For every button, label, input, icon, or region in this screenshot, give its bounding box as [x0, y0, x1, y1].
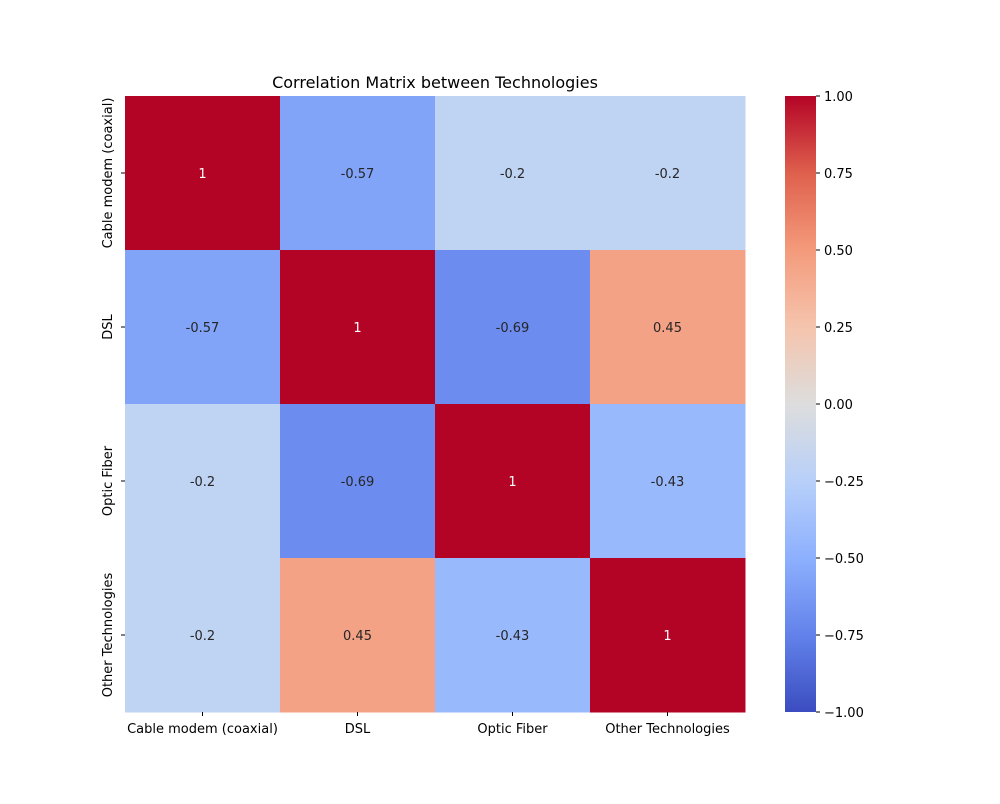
- cell-annotation-r0-c0: 1: [198, 167, 206, 182]
- heatmap-cell-r1-c3: [590, 250, 746, 405]
- heatmap-cell-r2-c0: [125, 404, 281, 559]
- heatmap-cells: [125, 96, 746, 713]
- colorbar-tick-label-7: −0.75: [824, 629, 864, 644]
- y-tick-label-0: Cable modem (coaxial): [101, 98, 116, 249]
- x-tick-label-2: Optic Fiber: [477, 722, 548, 737]
- heatmap-cell-r1-c2: [435, 250, 591, 405]
- colorbar-tick-label-6: −0.50: [824, 552, 864, 567]
- cell-annotation-r3-c3: 1: [663, 629, 671, 644]
- colorbar-tick-label-2: 0.50: [824, 244, 853, 259]
- x-tick-label-1: DSL: [345, 722, 371, 737]
- heatmap-cell-r1-c1: [280, 250, 436, 405]
- y-axis: Cable modem (coaxial) DSL Optic Fiber Other…: [101, 98, 125, 698]
- colorbar-tick-label-1: 0.75: [824, 167, 853, 182]
- cell-annotation-r0-c2: -0.2: [500, 167, 525, 182]
- heatmap-cell-r2-c2: [435, 404, 591, 559]
- colorbar-tick-label-8: −1.00: [824, 706, 864, 721]
- heatmap-cell-r3-c3: [590, 558, 746, 713]
- colorbar-tick-label-0: 1.00: [824, 90, 853, 105]
- cell-annotation-r2-c0: -0.2: [190, 475, 215, 490]
- cell-annotation-r2-c3: -0.43: [651, 475, 685, 490]
- chart-title: Correlation Matrix between Technologies: [272, 73, 598, 92]
- heatmap-cell-r3-c2: [435, 558, 591, 713]
- colorbar-tick-label-5: −0.25: [824, 475, 864, 490]
- heatmap-cell-r3-c1: [280, 558, 436, 713]
- cell-annotation-r2-c2: 1: [508, 475, 516, 490]
- heatmap-cell-r0-c1: [280, 96, 436, 251]
- y-tick-label-2: Optic Fiber: [101, 445, 116, 516]
- x-tick-label-0: Cable modem (coaxial): [127, 722, 278, 737]
- cell-annotation-r1-c2: -0.69: [496, 321, 530, 336]
- cell-annotations: 1 -0.57 -0.2 -0.2 -0.57 1 -0.69 0.45 -0.2 -0.69 1 -…: [186, 167, 685, 644]
- x-axis: Cable modem (coaxial) DSL Optic Fiber Other…: [127, 712, 730, 737]
- cell-annotation-r2-c1: -0.69: [341, 475, 375, 490]
- cell-annotation-r3-c0: -0.2: [190, 629, 215, 644]
- cell-annotation-r0-c1: -0.57: [341, 167, 375, 182]
- heatmap-cell-r3-c0: [125, 558, 281, 713]
- y-tick-label-3: Other Technologies: [101, 573, 116, 698]
- colorbar-tick-label-4: 0.00: [824, 398, 853, 413]
- heatmap-cell-r0-c0: [125, 96, 281, 251]
- colorbar-tick-label-3: 0.25: [824, 321, 853, 336]
- heatmap-cell-r2-c1: [280, 404, 436, 559]
- cell-annotation-r1-c0: -0.57: [186, 321, 220, 336]
- heatmap-cell-r0-c3: [590, 96, 746, 251]
- cell-annotation-r0-c3: -0.2: [655, 167, 680, 182]
- cell-annotation-r1-c1: 1: [353, 321, 361, 336]
- y-tick-label-1: DSL: [101, 313, 116, 339]
- x-tick-label-3: Other Technologies: [605, 722, 730, 737]
- heatmap-cell-r2-c3: [590, 404, 746, 559]
- cell-annotation-r3-c1: 0.45: [343, 629, 372, 644]
- colorbar: 1.00 0.75 0.50 0.25 0.00 −0.25 −0.50 −0.75 −1.00: [785, 90, 864, 721]
- cell-annotation-r3-c2: -0.43: [496, 629, 530, 644]
- cell-annotation-r1-c3: 0.45: [653, 321, 682, 336]
- colorbar-gradient: [785, 96, 816, 712]
- heatmap-cell-r0-c2: [435, 96, 591, 251]
- heatmap-cell-r1-c0: [125, 250, 281, 405]
